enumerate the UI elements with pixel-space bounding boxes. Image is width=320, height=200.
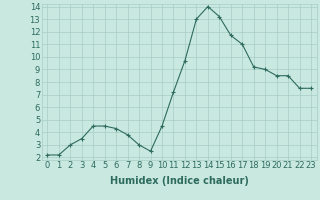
X-axis label: Humidex (Indice chaleur): Humidex (Indice chaleur) (110, 176, 249, 186)
